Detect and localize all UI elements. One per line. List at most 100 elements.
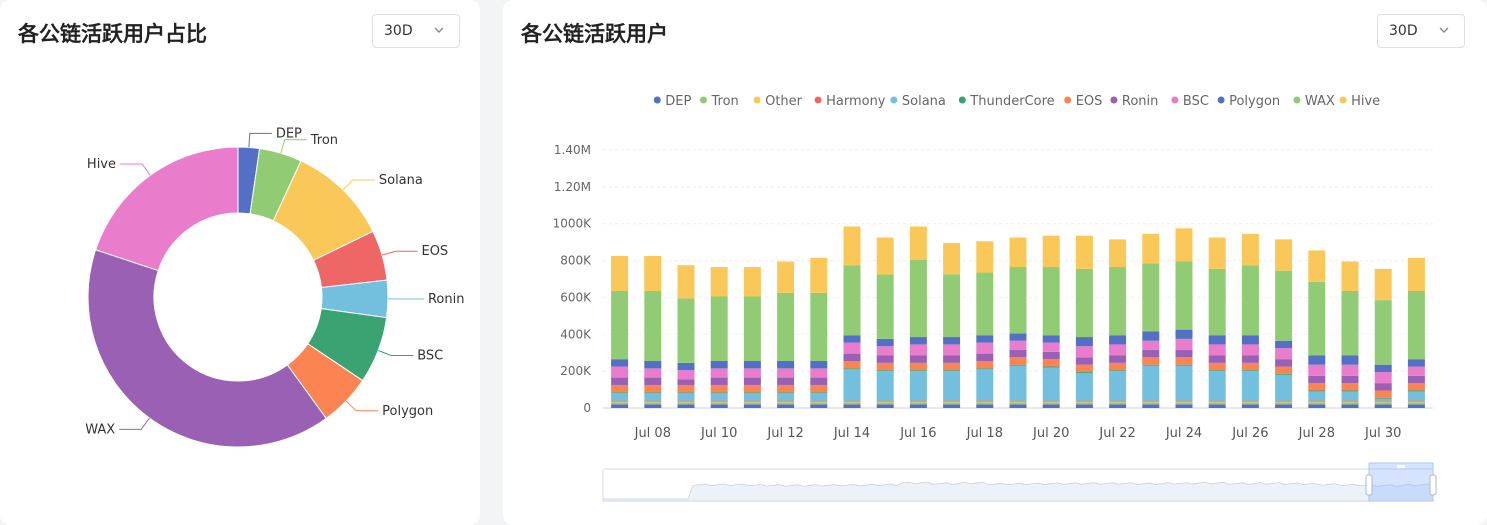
legend-label-other[interactable]: Other: [765, 94, 803, 109]
bar-thundercore[interactable]: [1109, 370, 1127, 372]
bar-dep[interactable]: [1175, 404, 1193, 408]
bar-dep[interactable]: [743, 404, 761, 408]
bar-thundercore[interactable]: [644, 392, 662, 394]
bar-other[interactable]: [909, 401, 927, 403]
bar-ronin[interactable]: [1341, 375, 1359, 384]
bar-other[interactable]: [1175, 401, 1193, 403]
bar-eos[interactable]: [1341, 383, 1359, 391]
bar-bsc[interactable]: [1042, 342, 1060, 352]
bar-thundercore[interactable]: [1374, 397, 1392, 399]
bar-ronin[interactable]: [1042, 351, 1060, 360]
bar-ronin[interactable]: [710, 377, 728, 385]
bar-thundercore[interactable]: [1009, 364, 1027, 366]
bar-other[interactable]: [743, 401, 761, 403]
bar-thundercore[interactable]: [1275, 373, 1293, 375]
bar-thundercore[interactable]: [710, 392, 728, 394]
bar-dep[interactable]: [1208, 404, 1226, 408]
bar-thundercore[interactable]: [1407, 390, 1425, 392]
bar-eos[interactable]: [743, 384, 761, 393]
bar-other[interactable]: [1308, 401, 1326, 403]
bar-tron[interactable]: [777, 402, 795, 405]
pie-slice-hive[interactable]: [95, 146, 239, 272]
bar-dep[interactable]: [1341, 404, 1359, 408]
bar-dep[interactable]: [876, 404, 894, 408]
bar-thundercore[interactable]: [976, 368, 994, 370]
bar-polygon[interactable]: [1241, 335, 1259, 345]
legend-dot-eos[interactable]: [1064, 96, 1072, 104]
bar-bsc[interactable]: [1009, 340, 1027, 350]
bar-other[interactable]: [1241, 401, 1259, 403]
bar-polygon[interactable]: [777, 361, 795, 369]
bar-solana[interactable]: [1175, 365, 1193, 401]
legend-label-polygon[interactable]: Polygon: [1229, 94, 1280, 109]
bar-other[interactable]: [876, 401, 894, 403]
bar-thundercore[interactable]: [743, 392, 761, 394]
bar-polygon[interactable]: [677, 362, 695, 371]
bar-harmony[interactable]: [976, 400, 994, 402]
bar-dep[interactable]: [909, 404, 927, 408]
zoom-handle-right[interactable]: [1429, 474, 1437, 496]
bar-ronin[interactable]: [777, 377, 795, 385]
bar-ronin[interactable]: [644, 377, 662, 385]
bar-bsc[interactable]: [1374, 372, 1392, 384]
bar-harmony[interactable]: [943, 400, 961, 402]
bar-ronin[interactable]: [1208, 355, 1226, 363]
bar-eos[interactable]: [611, 384, 629, 393]
bar-ronin[interactable]: [876, 355, 894, 363]
bar-wax[interactable]: [644, 290, 662, 362]
bar-bsc[interactable]: [1175, 338, 1193, 350]
bar-ronin[interactable]: [1075, 357, 1093, 365]
bar-eos[interactable]: [909, 362, 927, 371]
bar-bsc[interactable]: [644, 368, 662, 378]
bar-hive[interactable]: [1308, 250, 1326, 282]
bar-harmony[interactable]: [876, 400, 894, 402]
bar-hive[interactable]: [710, 267, 728, 297]
bar-polygon[interactable]: [1042, 335, 1060, 343]
legend-label-solana[interactable]: Solana: [902, 94, 946, 109]
bar-wax[interactable]: [1275, 270, 1293, 341]
bar-hive[interactable]: [1241, 233, 1259, 266]
bar-eos[interactable]: [1142, 357, 1160, 365]
bar-ronin[interactable]: [1109, 355, 1127, 363]
bar-tron[interactable]: [1374, 402, 1392, 405]
bar-eos[interactable]: [1175, 357, 1193, 365]
bar-tron[interactable]: [1208, 402, 1226, 405]
bar-bsc[interactable]: [1275, 348, 1293, 360]
bar-hive[interactable]: [611, 255, 629, 291]
bar-other[interactable]: [810, 401, 828, 403]
legend-label-dep[interactable]: DEP: [665, 94, 691, 109]
bar-dep[interactable]: [1009, 404, 1027, 408]
bar-eos[interactable]: [1407, 383, 1425, 391]
bar-polygon[interactable]: [710, 361, 728, 369]
bar-ronin[interactable]: [1241, 355, 1259, 363]
bar-solana[interactable]: [976, 369, 994, 401]
bar-bsc[interactable]: [810, 368, 828, 378]
bar-bsc[interactable]: [1241, 344, 1259, 356]
bar-eos[interactable]: [1042, 359, 1060, 367]
bar-ronin[interactable]: [677, 379, 695, 385]
bar-tron[interactable]: [1042, 402, 1060, 405]
legend-label-hive[interactable]: Hive: [1351, 94, 1380, 109]
bar-dep[interactable]: [976, 404, 994, 408]
bar-polygon[interactable]: [1374, 364, 1392, 373]
bar-hive[interactable]: [777, 261, 795, 293]
bar-solana[interactable]: [1341, 391, 1359, 401]
bar-harmony[interactable]: [1275, 400, 1293, 402]
legend-dot-bsc[interactable]: [1171, 96, 1179, 104]
legend-dot-harmony[interactable]: [814, 96, 822, 104]
bar-hive[interactable]: [644, 255, 662, 291]
bar-wax[interactable]: [1075, 268, 1093, 338]
bar-solana[interactable]: [777, 393, 795, 401]
bar-ronin[interactable]: [943, 355, 961, 363]
bar-other[interactable]: [1009, 401, 1027, 403]
bar-harmony[interactable]: [1042, 400, 1060, 402]
bar-bsc[interactable]: [976, 342, 994, 354]
legend-dot-solana[interactable]: [890, 96, 898, 104]
bar-dep[interactable]: [1308, 404, 1326, 408]
bar-polygon[interactable]: [743, 361, 761, 369]
bar-solana[interactable]: [1075, 372, 1093, 401]
bar-ronin[interactable]: [810, 377, 828, 385]
bar-other[interactable]: [1075, 401, 1093, 403]
bar-polygon[interactable]: [1407, 359, 1425, 367]
bar-ronin[interactable]: [909, 355, 927, 363]
